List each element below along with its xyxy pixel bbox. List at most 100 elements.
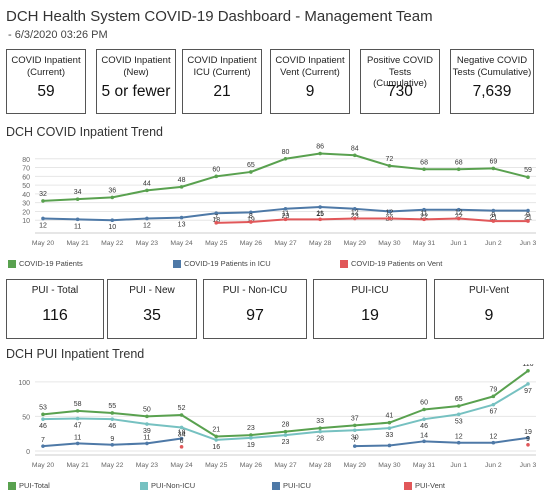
x-tick-label: May 27 [274, 462, 297, 469]
data-point [318, 217, 322, 222]
data-label: 50 [143, 406, 151, 413]
legend-label: COVID-19 Patients in ICU [184, 259, 271, 268]
data-label: 9 [526, 436, 530, 443]
data-label: 7 [41, 437, 45, 444]
x-tick-label: May 28 [309, 462, 332, 469]
data-label: 6 [180, 438, 184, 445]
x-tick-label: Jun 2 [485, 240, 502, 247]
data-label: 37 [351, 415, 359, 422]
data-label: 11 [74, 223, 81, 230]
y-tick-label: 20 [22, 209, 30, 216]
data-point [491, 440, 496, 445]
data-label: 25 [316, 211, 324, 218]
data-label: 68 [420, 159, 428, 166]
data-point [283, 433, 288, 437]
kpi-card-covid-inpatient-icu: COVID Inpatient ICU (Current) 21 [182, 49, 262, 114]
data-point [491, 394, 496, 399]
legend-covid-icu: COVID-19 Patients in ICU [173, 259, 271, 268]
data-point [526, 436, 530, 440]
kpi-value: 97 [246, 307, 264, 324]
data-label: 12 [386, 209, 394, 216]
data-label: 34 [74, 189, 82, 196]
data-label: 8 [249, 213, 253, 220]
data-point [145, 188, 149, 193]
kpi-value: 21 [213, 83, 231, 100]
x-tick-label: May 24 [170, 240, 193, 247]
data-label: 33 [386, 432, 394, 439]
data-label: 44 [143, 180, 151, 187]
data-label: 13 [178, 222, 186, 229]
data-label: 12 [489, 434, 497, 441]
data-point [75, 416, 80, 421]
data-point [352, 153, 357, 158]
x-tick-label: May 22 [101, 462, 124, 469]
data-point [75, 217, 80, 222]
x-tick-label: May 26 [240, 462, 263, 469]
data-label: 9 [491, 212, 495, 219]
data-label: 60 [420, 400, 428, 407]
pui-inpatient-trend-chart: 0 50 100 May 20 May 21 May 22 May 23 May 24 May … [18, 364, 536, 469]
data-label: 11 [74, 434, 81, 441]
data-point [526, 382, 530, 386]
series-line [354, 436, 529, 448]
x-tick-label: May 21 [66, 240, 89, 247]
kpi-value: 59 [37, 83, 55, 100]
y-tick-label: 0 [26, 449, 30, 456]
data-point [491, 166, 496, 171]
kpi-card-covid-inpatient-current: COVID Inpatient (Current) 59 [6, 49, 86, 114]
data-point [179, 436, 184, 441]
data-label: 69 [489, 158, 497, 165]
data-label: 58 [74, 401, 82, 408]
data-label: 84 [351, 145, 359, 152]
data-label: 30 [351, 434, 359, 441]
data-label: 18 [178, 430, 186, 437]
y-tick-label: 50 [22, 183, 30, 190]
data-label: 72 [386, 156, 394, 163]
data-label: 11 [143, 434, 150, 441]
kpi-label: COVID Inpatient (Current) [11, 55, 81, 78]
data-label: 11 [317, 210, 324, 217]
x-tick-label: May 25 [205, 240, 228, 247]
x-tick-label: Jun 1 [450, 240, 467, 247]
data-label: 12 [455, 209, 463, 216]
data-label: 53 [39, 404, 47, 411]
data-label: 79 [489, 386, 497, 393]
data-label: 9 [526, 212, 530, 219]
legend-covid-patients: COVID-19 Patients [8, 259, 83, 268]
data-label: 12 [351, 209, 359, 216]
data-point [318, 429, 322, 434]
pui-trend-title: DCH PUI Inpatient Trend [6, 347, 145, 361]
legend-swatch [340, 259, 348, 268]
x-tick-label: May 25 [205, 462, 228, 469]
x-tick-label: Jun 3 [520, 240, 537, 247]
kpi-label: PUI-ICU [351, 285, 389, 296]
data-label: 23 [282, 439, 290, 446]
data-point [387, 426, 392, 430]
data-point [214, 438, 219, 442]
data-label: 65 [455, 396, 463, 403]
data-point [456, 167, 461, 172]
legend-label: COVID-19 Patients [19, 259, 83, 268]
kpi-card-positive-tests: Positive COVID Tests (Cumulative) 730 [360, 49, 440, 114]
data-point [249, 210, 253, 215]
legend-swatch [8, 259, 16, 268]
x-tick-label: May 26 [240, 240, 263, 247]
kpi-card-negative-tests: Negative COVID Tests (Cumulative) 7,639 [450, 49, 534, 114]
data-label: 7 [353, 437, 357, 444]
data-point [179, 445, 184, 449]
kpi-value: 35 [143, 307, 161, 324]
data-label: 19 [247, 216, 255, 223]
series-line [216, 217, 528, 224]
data-label: 47 [74, 422, 82, 429]
legend-pui-non-icu: PUI-Non-ICU [140, 481, 195, 490]
data-point [75, 197, 80, 201]
data-point [214, 434, 219, 439]
kpi-label: PUI-Vent [468, 285, 510, 296]
data-point [41, 417, 45, 421]
y-tick-label: 10 [22, 218, 30, 225]
data-label: 12 [143, 222, 151, 229]
data-point [526, 219, 530, 223]
x-tick-label: May 23 [136, 240, 159, 247]
data-point [526, 175, 530, 180]
data-point [352, 207, 357, 211]
